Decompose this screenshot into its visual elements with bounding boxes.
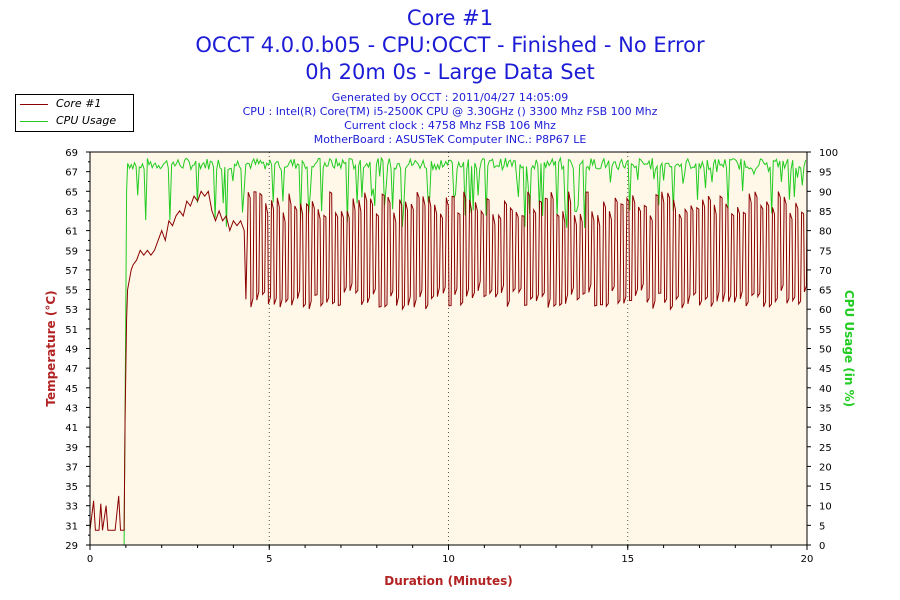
x-tick-label: 5	[266, 554, 272, 565]
y-tick-label: 31	[65, 521, 78, 532]
y2-tick-label: 70	[819, 266, 832, 277]
y2-tick-label: 25	[819, 443, 832, 454]
y2-tick-label: 80	[819, 227, 832, 238]
legend-swatch-core	[20, 104, 48, 105]
y2-tick-label: 65	[819, 286, 832, 297]
y2-tick-label: 100	[819, 148, 838, 159]
generated-info: Generated by OCCT : 2011/04/27 14:05:09	[331, 91, 569, 104]
y-tick-label: 63	[65, 207, 78, 218]
legend-swatch-cpu	[20, 121, 48, 122]
x-tick-label: 15	[621, 554, 634, 565]
y2-tick-label: 5	[819, 521, 825, 532]
y-tick-label: 41	[65, 423, 78, 434]
y2-tick-label: 50	[819, 345, 832, 356]
y2-tick-label: 20	[819, 462, 832, 473]
chart-duration-subtitle: 0h 20m 0s - Large Data Set	[305, 60, 595, 84]
y2-tick-label: 90	[819, 187, 832, 198]
y-tick-label: 39	[65, 443, 78, 454]
y-tick-label: 59	[65, 246, 78, 257]
y-tick-label: 57	[65, 266, 78, 277]
y-tick-label: 69	[65, 148, 78, 159]
plot-border	[89, 151, 808, 546]
motherboard-info: MotherBoard : ASUSTeK Computer INC.: P8P…	[313, 133, 587, 146]
x-tick-label: 10	[442, 554, 455, 565]
y2-tick-label: 75	[819, 246, 832, 257]
y-tick-label: 49	[65, 345, 78, 356]
y2-tick-label: 10	[819, 502, 832, 513]
y2-tick-label: 85	[819, 207, 832, 218]
y2-axis-label: CPU Usage (in %)	[842, 290, 856, 407]
cpu-info: CPU : Intel(R) Core(TM) i5-2500K CPU @ 3…	[242, 105, 658, 118]
y2-tick-label: 15	[819, 482, 832, 493]
y2-tick-label: 0	[819, 541, 825, 552]
y-axis-label: Temperature (°C)	[44, 290, 58, 406]
y-tick-label: 55	[65, 286, 78, 297]
legend-label-cpu: CPU Usage	[56, 114, 117, 127]
clock-info: Current clock : 4758 Mhz FSB 106 Mhz	[344, 119, 556, 132]
y-tick-label: 29	[65, 541, 78, 552]
y2-tick-label: 40	[819, 384, 832, 395]
y-tick-label: 65	[65, 187, 78, 198]
y-tick-label: 67	[65, 168, 78, 179]
x-tick-label: 0	[87, 554, 93, 565]
y2-tick-label: 45	[819, 364, 832, 375]
y2-tick-label: 95	[819, 168, 832, 179]
y-tick-label: 45	[65, 384, 78, 395]
temperature-line	[89, 190, 808, 531]
y-tick-label: 43	[65, 403, 78, 414]
legend: Core #1 CPU Usage	[15, 94, 134, 132]
chart-subtitle: OCCT 4.0.0.b05 - CPU:OCCT - Finished - N…	[195, 33, 705, 57]
legend-label-core: Core #1	[56, 97, 102, 110]
y-tick-label: 35	[65, 482, 78, 493]
y2-tick-label: 60	[819, 305, 832, 316]
chart-title: Core #1	[406, 6, 494, 30]
x-axis-label: Duration (Minutes)	[384, 574, 512, 588]
y2-tick-label: 30	[819, 423, 832, 434]
y-tick-label: 53	[65, 305, 78, 316]
y-tick-label: 51	[65, 325, 78, 336]
y-tick-label: 47	[65, 364, 78, 375]
y-tick-label: 61	[65, 227, 78, 238]
x-tick-label: 20	[801, 554, 814, 565]
y-tick-label: 33	[65, 502, 78, 513]
cpu-usage-line	[90, 156, 807, 546]
y-tick-label: 37	[65, 462, 78, 473]
y2-tick-label: 35	[819, 403, 832, 414]
y2-tick-label: 55	[819, 325, 832, 336]
